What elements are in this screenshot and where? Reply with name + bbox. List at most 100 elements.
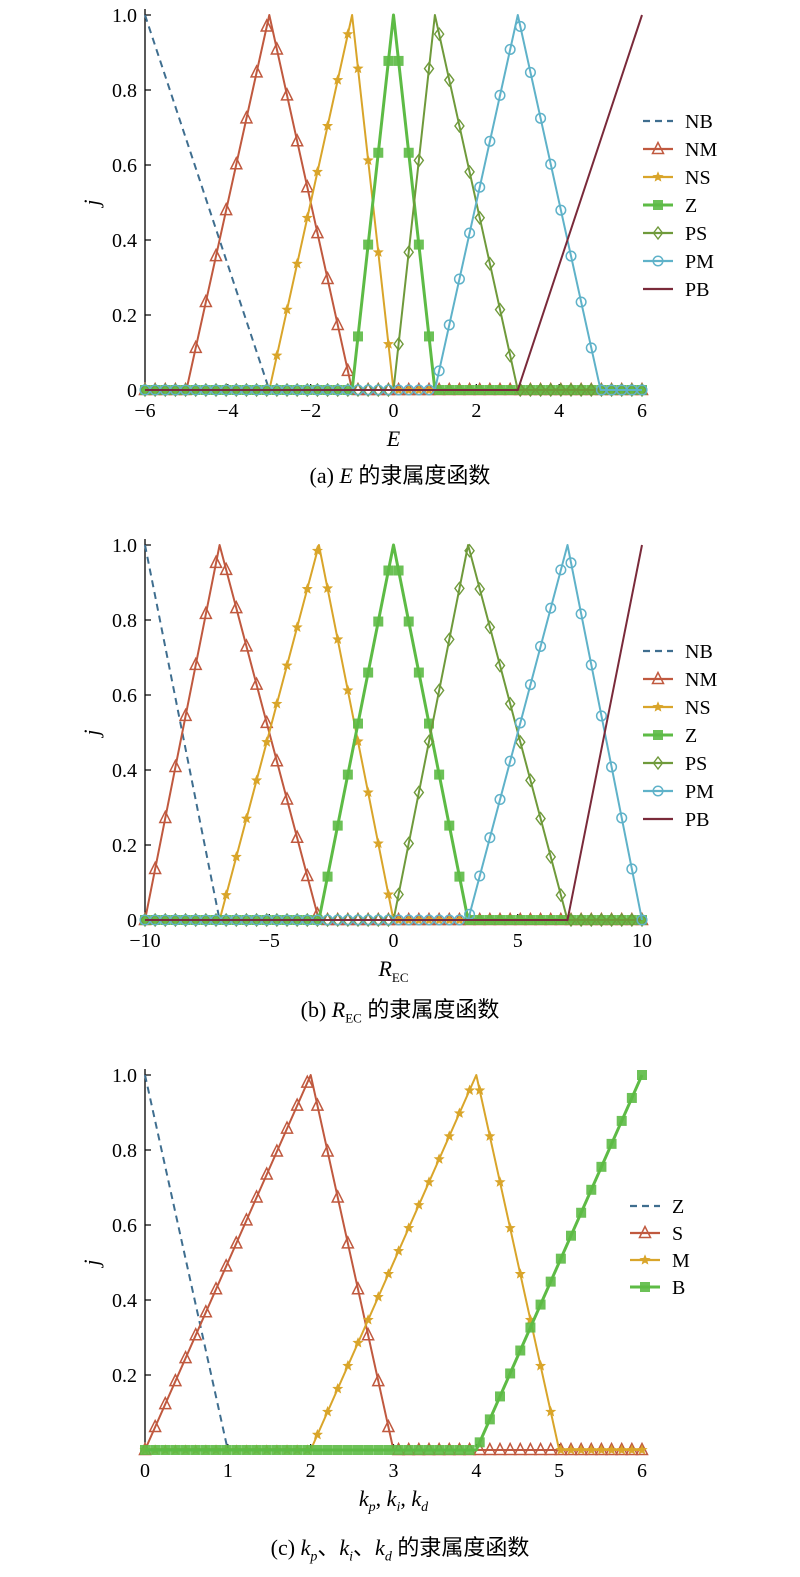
chart-b-series-ps-marker [393, 887, 404, 902]
chart-b-series-nm-marker [290, 829, 304, 843]
chart-a-series-ns-marker [301, 212, 313, 223]
chart-c-series-b-marker [403, 1445, 414, 1455]
chart-b-legend-z: Z [643, 725, 697, 747]
chart-b-series-ps-marker [443, 632, 455, 647]
chart-c-ytick-label: 0.2 [112, 1365, 137, 1387]
chart-b-series-nm-marker [239, 638, 254, 652]
chart-a-series-ps-marker [291, 382, 303, 398]
chart-c-series-b-marker [200, 1445, 211, 1455]
chart-c-series-s-marker [148, 1418, 162, 1433]
chart-a-series-ns-marker [332, 74, 344, 85]
chart-c-legend-m-label: M [672, 1250, 690, 1272]
chart-c-ytick-label: 0.6 [112, 1215, 137, 1237]
chart-b-series-ps-marker [372, 912, 384, 928]
chart-b-series-ps-marker [322, 912, 333, 928]
chart-c-series-b-marker [150, 1445, 161, 1455]
chart-b-ytick-label: 0.2 [112, 835, 137, 857]
chart-c-series-m-marker [382, 1268, 394, 1279]
chart-b-series-ps-marker [190, 912, 202, 928]
chart-c-legend-z-label: Z [672, 1196, 684, 1218]
chart-b-ytick-label: 0.4 [112, 760, 137, 782]
chart-b-series-ps-marker [200, 912, 212, 928]
chart-a-series-ps-marker [210, 382, 222, 398]
chart-c-series-b-marker [231, 1445, 242, 1455]
chart-a-xtick-label: −2 [300, 400, 321, 422]
chart-a-series-ns-marker [291, 257, 303, 269]
chart-c-series-b-marker [596, 1161, 607, 1172]
chart-b-series-ps-marker [514, 734, 526, 750]
chart-a-series-ps-marker [464, 164, 475, 180]
chart-a-series-ps-marker [494, 302, 506, 317]
chart-b-ytick-label: 1.0 [112, 535, 137, 557]
chart-b-series-ps-marker [596, 912, 607, 928]
chart-c-series-s-marker [300, 1074, 314, 1088]
chart-a-xtick-label: −6 [134, 400, 155, 422]
chart-a-series-ps-marker [565, 382, 577, 398]
chart-a-series-ns-marker [382, 338, 394, 349]
chart-c-series-m-marker [393, 1245, 405, 1256]
chart-b-legend-pm-marker [652, 785, 664, 797]
chart-b-series-pm-marker [484, 832, 496, 844]
chart-a-series-ps-marker [403, 245, 415, 260]
chart-c-series-b-marker [413, 1445, 424, 1455]
chart-a-series-ps-marker [626, 382, 638, 398]
chart-c-series-b-marker [302, 1445, 313, 1455]
chart-b-series-nm-marker [209, 554, 223, 569]
chart-b-series-pm-marker [636, 914, 648, 926]
chart-b-series-ns-marker [240, 812, 252, 824]
chart-b-series-nm-marker [158, 809, 172, 824]
chart-a-series-z-marker [403, 147, 414, 158]
chart-a-series-nm-marker [219, 201, 233, 216]
chart-c-series-b-marker [637, 1070, 647, 1080]
chart-b-series-pm-marker [595, 710, 607, 722]
chart-b-series-z-marker [393, 565, 404, 576]
chart-b-series-ps-marker [555, 887, 567, 903]
chart-a-series-z-marker [413, 239, 424, 250]
chart-a-series-ns-marker [311, 166, 323, 177]
chart-c-series-b-marker [211, 1445, 221, 1455]
chart-b-series-nm-marker [249, 676, 264, 690]
chart-a-series-pm-marker [484, 135, 496, 147]
chart-c-series-s-marker [533, 1441, 548, 1456]
chart-a-legend-pb-label: PB [685, 279, 709, 301]
chart-b-series-ps-marker [139, 912, 151, 928]
chart-a-legend-ns-label: NS [685, 167, 711, 189]
chart-a-series-z-marker [424, 331, 434, 342]
chart-c-series-m-marker [514, 1268, 526, 1279]
chart-c-series-m-marker [443, 1130, 455, 1141]
chart-a-legend-nm: NM [643, 139, 717, 161]
chart-b-series-ps-marker [342, 912, 354, 928]
chart-a-series-pm-marker [474, 181, 486, 193]
chart-c-series-s-marker [381, 1418, 396, 1433]
chart-c-series-m-marker [585, 1444, 597, 1455]
chart-b-series-ns-marker [382, 888, 394, 900]
chart-a-series-ps-marker [636, 382, 648, 398]
chart-c-series-s-marker [229, 1235, 243, 1249]
chart-b-series-z-marker [373, 616, 384, 627]
chart-c-series-s-marker [361, 1327, 375, 1341]
chart-a-series-nm-marker [260, 18, 274, 32]
chart-c-legend-b-marker [640, 1282, 650, 1292]
chart-a-ytick-label: 0.8 [112, 80, 137, 102]
chart-b-legend-ps-label: PS [685, 753, 707, 775]
chart-a-xlabel: E [386, 426, 401, 451]
chart-c-xtick-label: 4 [471, 1460, 481, 1482]
chart-a-legend-nm-marker [651, 140, 665, 155]
chart-c-series-s-marker [310, 1097, 325, 1111]
chart-b-series-pm-marker [606, 761, 618, 773]
chart-c-series-s-marker [483, 1441, 497, 1456]
chart-b-series-ps-marker [494, 658, 506, 673]
chart-c-series-s-marker [209, 1281, 223, 1295]
chart-a-series-pm-marker [433, 365, 445, 377]
chart-b-legend-z-marker [653, 730, 663, 740]
chart-c-series-s-marker [351, 1281, 365, 1295]
chart-a-series-ps-marker [281, 382, 293, 398]
chart-a-ytick-label: 0.6 [112, 155, 137, 177]
chart-c-series-m-marker [433, 1153, 445, 1164]
chart-c-ytick-label: 0.8 [112, 1140, 137, 1162]
chart-a-series-ps-marker [575, 382, 587, 398]
chart-c-series-m-marker [474, 1084, 486, 1096]
chart-b-series-z-marker [413, 667, 424, 678]
